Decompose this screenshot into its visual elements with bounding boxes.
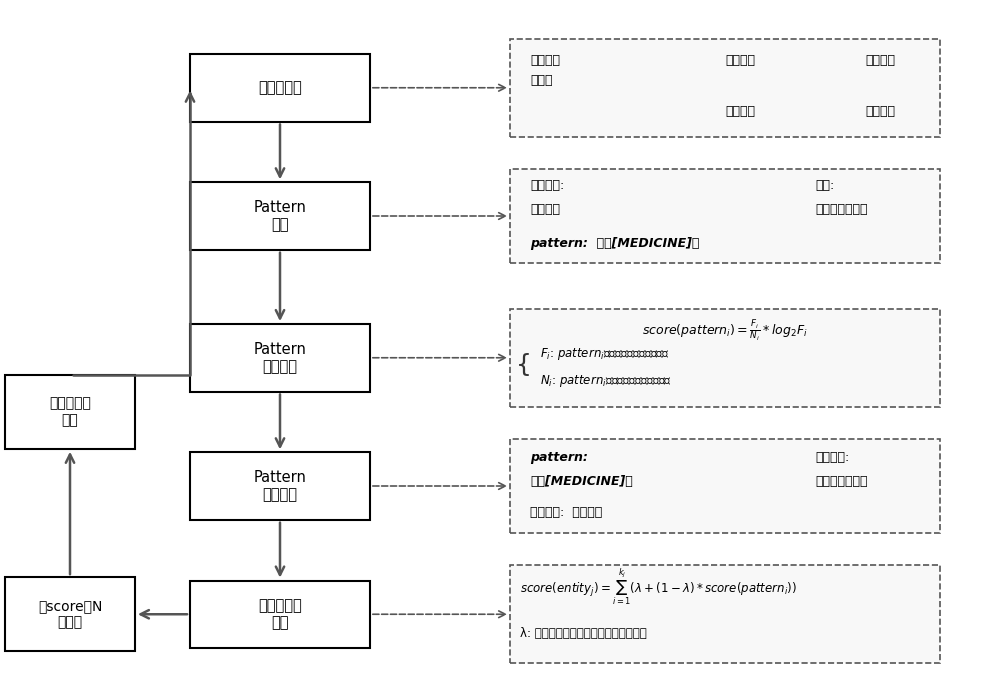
Text: Pattern
解析实体: Pattern 解析实体 — [254, 470, 306, 502]
Text: 种子实体库: 种子实体库 — [258, 80, 302, 95]
FancyBboxPatch shape — [510, 169, 940, 263]
Text: 米托胍腙: 米托胍腙 — [725, 105, 755, 118]
FancyBboxPatch shape — [190, 182, 370, 250]
Text: 复方环磷酰胺片: 复方环磷酰胺片 — [815, 202, 868, 216]
FancyBboxPatch shape — [510, 309, 940, 406]
Text: 成分实体:  喜树碱贴: 成分实体: 喜树碱贴 — [530, 506, 602, 520]
Text: Pattern
构建: Pattern 构建 — [254, 200, 306, 232]
Text: 复方喜树碱贴片: 复方喜树碱贴片 — [815, 475, 868, 488]
Text: λ: 调节命中模板的次数与模板的重要度: λ: 调节命中模板的次数与模板的重要度 — [520, 626, 647, 640]
FancyBboxPatch shape — [190, 580, 370, 648]
FancyBboxPatch shape — [510, 38, 940, 136]
Text: Pattern
质量评估: Pattern 质量评估 — [254, 342, 306, 374]
Text: 实体置信度
评估: 实体置信度 评估 — [258, 598, 302, 630]
Text: 博来霉素: 博来霉素 — [865, 54, 895, 68]
Text: $F_i$: $pattern_i$命中不同种子实体的个数: $F_i$: $pattern_i$命中不同种子实体的个数 — [540, 346, 670, 362]
Text: 复方[MEDICINE]片: 复方[MEDICINE]片 — [530, 475, 633, 488]
Text: 药物:: 药物: — [815, 179, 834, 192]
Text: 候选药物:: 候选药物: — [815, 451, 849, 464]
FancyBboxPatch shape — [5, 375, 135, 449]
FancyBboxPatch shape — [510, 566, 940, 663]
FancyBboxPatch shape — [5, 577, 135, 651]
Text: 环磷酰胺: 环磷酰胺 — [725, 54, 755, 68]
FancyBboxPatch shape — [510, 439, 940, 533]
Text: $\{$: $\{$ — [515, 351, 530, 378]
Text: $score(entity_j) = \sum_{i=1}^{k_j}(\lambda + (1-\lambda)*score(pattern_i))$: $score(entity_j) = \sum_{i=1}^{k_j}(\lam… — [520, 567, 797, 608]
Text: 取score前N
的实体: 取score前N 的实体 — [38, 599, 102, 629]
Text: 环磷酰胺: 环磷酰胺 — [530, 202, 560, 216]
Text: 成分实体:: 成分实体: — [530, 179, 564, 192]
Text: 实体库: 实体库 — [530, 74, 552, 88]
FancyBboxPatch shape — [190, 324, 370, 392]
FancyBboxPatch shape — [190, 54, 370, 122]
Text: $score(pattern_i) = \frac{F_i}{N_i} * log_2F_i$: $score(pattern_i) = \frac{F_i}{N_i} * lo… — [642, 319, 808, 343]
Text: 舒尼替尼: 舒尼替尼 — [865, 105, 895, 118]
Text: pattern:: pattern: — [530, 451, 588, 464]
Text: 药物成分: 药物成分 — [530, 54, 560, 68]
Text: 准确率高的
实体: 准确率高的 实体 — [49, 397, 91, 427]
Text: pattern:  复方[MEDICINE]片: pattern: 复方[MEDICINE]片 — [530, 236, 699, 250]
Text: $N_i$: $pattern_i$命中不同候选物料的个数: $N_i$: $pattern_i$命中不同候选物料的个数 — [540, 373, 672, 389]
FancyBboxPatch shape — [190, 452, 370, 520]
